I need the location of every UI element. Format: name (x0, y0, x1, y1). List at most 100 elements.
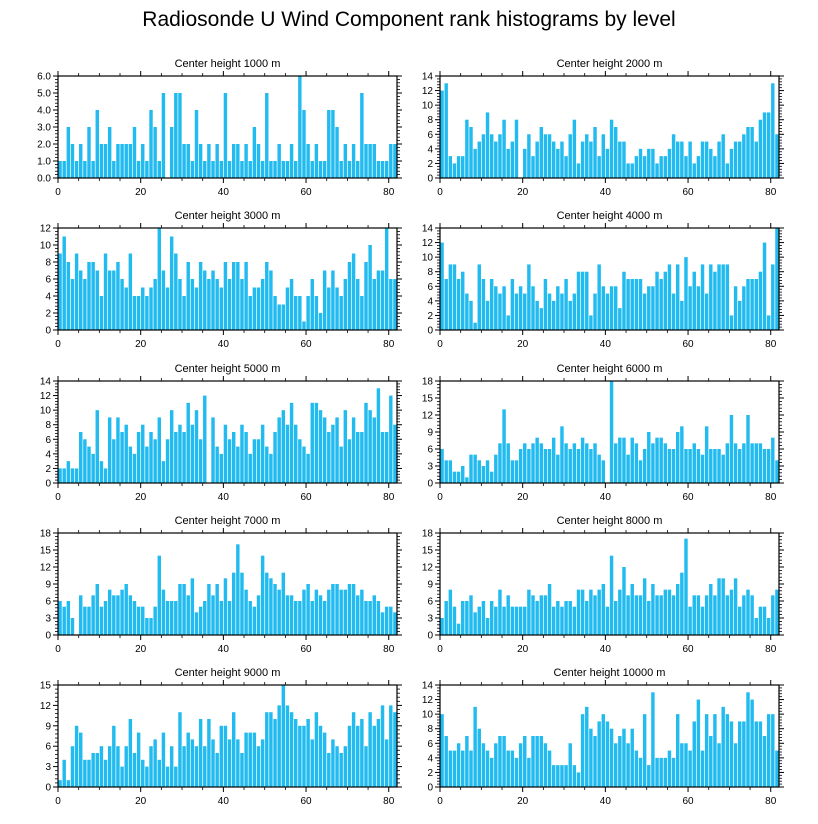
histogram-bar (169, 746, 174, 787)
histogram-bar (580, 437, 585, 483)
histogram-bar (128, 253, 133, 330)
y-tick-label: 12 (422, 563, 434, 574)
histogram-bar (444, 460, 448, 483)
histogram-bar (178, 93, 182, 178)
histogram-bar (298, 296, 302, 330)
histogram-bar (717, 743, 721, 787)
histogram-bar (95, 410, 99, 483)
histogram-bar (285, 705, 290, 787)
histogram-bar (128, 595, 133, 635)
histogram-bar (58, 468, 62, 483)
histogram-bar (696, 699, 701, 787)
histogram-bar (380, 705, 385, 787)
histogram-bar (696, 286, 701, 330)
histogram-bar (347, 584, 352, 635)
y-tick-label: 4 (427, 753, 433, 764)
histogram-bar (647, 765, 651, 787)
histogram-bar (721, 264, 725, 330)
histogram-bar (576, 271, 581, 330)
histogram-bar (99, 461, 104, 483)
histogram-bar (372, 417, 376, 483)
histogram-bar (766, 714, 771, 787)
histogram-bar (692, 721, 696, 787)
histogram-bar (356, 725, 360, 787)
histogram-bar (62, 161, 66, 178)
x-tick-label: 0 (55, 644, 61, 655)
y-tick-label: 12 (40, 224, 52, 235)
histogram-bar (141, 144, 145, 178)
histogram-bar (465, 736, 469, 787)
histogram-bar (551, 606, 556, 635)
histogram-bar (688, 141, 692, 178)
histogram-bar (289, 712, 294, 787)
histogram-bar (306, 719, 310, 787)
y-tick-label: 12 (40, 563, 52, 574)
histogram-bar (393, 424, 397, 483)
y-tick-label: 4 (45, 292, 51, 303)
y-tick-label: 15 (40, 546, 52, 557)
histogram-bar (260, 424, 265, 483)
histogram-bar (178, 584, 182, 635)
histogram-bar (465, 119, 469, 178)
histogram-bar (79, 595, 83, 635)
histogram-bar (318, 161, 323, 178)
y-tick-label: 10 (40, 406, 52, 417)
histogram-bar (302, 589, 306, 635)
histogram-panel: Center height 8000 m 0 3 6 9 12 15 18 0 20 40 60 80 (422, 515, 784, 655)
histogram-bar (368, 410, 372, 483)
y-tick-label: 10 (422, 710, 434, 721)
histogram-bar (448, 750, 453, 787)
panel-title: Center height 10000 m (554, 667, 666, 679)
histogram-bar (252, 606, 257, 635)
histogram-bar (62, 759, 66, 787)
histogram-bar (758, 271, 763, 330)
histogram-bar (194, 410, 199, 483)
histogram-bar (659, 757, 663, 787)
panel-frame (439, 227, 780, 331)
histogram-bar (721, 134, 725, 178)
y-tick-label: 0 (427, 783, 433, 794)
histogram-bar (116, 417, 120, 483)
histogram-bar (692, 595, 696, 635)
histogram-bar (527, 757, 531, 787)
histogram-bar (456, 743, 461, 787)
histogram-bar (626, 454, 630, 483)
y-tick-label: 10 (422, 101, 434, 112)
histogram-bar (318, 595, 323, 635)
x-tick-label: 40 (600, 644, 612, 655)
histogram-bar (223, 578, 228, 635)
histogram-bar (485, 300, 490, 330)
histogram-bar (663, 443, 668, 483)
histogram-bar (310, 279, 314, 330)
histogram-bar (688, 750, 692, 787)
histogram-bar (74, 725, 79, 787)
histogram-bar (157, 417, 162, 483)
histogram-bar (700, 454, 705, 483)
histogram-bar (256, 439, 261, 483)
histogram-bar (622, 141, 626, 178)
histogram-bar (351, 144, 356, 178)
histogram-bar (141, 606, 145, 635)
histogram-bar (281, 410, 286, 483)
histogram-bar (380, 432, 385, 483)
y-tick-label: 3.0 (37, 123, 51, 134)
panel-frame (57, 380, 398, 484)
histogram-bar (136, 432, 141, 483)
chart-main-title: Radiosonde U Wind Component rank histogr… (142, 8, 676, 31)
histogram-bar (248, 161, 252, 178)
histogram-bar (771, 595, 775, 635)
histogram-bar (376, 161, 381, 178)
histogram-bar (182, 432, 186, 483)
histogram-bar (343, 279, 348, 330)
histogram-bar (339, 753, 343, 787)
histogram-bar (314, 589, 319, 635)
histogram-bar (523, 606, 527, 635)
histogram-bar (489, 279, 494, 330)
histogram-bar (236, 262, 240, 330)
histogram-bar (502, 286, 506, 330)
histogram-bar (613, 601, 618, 635)
histogram-bar (494, 141, 498, 178)
x-tick-label: 0 (55, 796, 61, 807)
histogram-bar (531, 736, 535, 787)
histogram-bar (252, 732, 257, 787)
